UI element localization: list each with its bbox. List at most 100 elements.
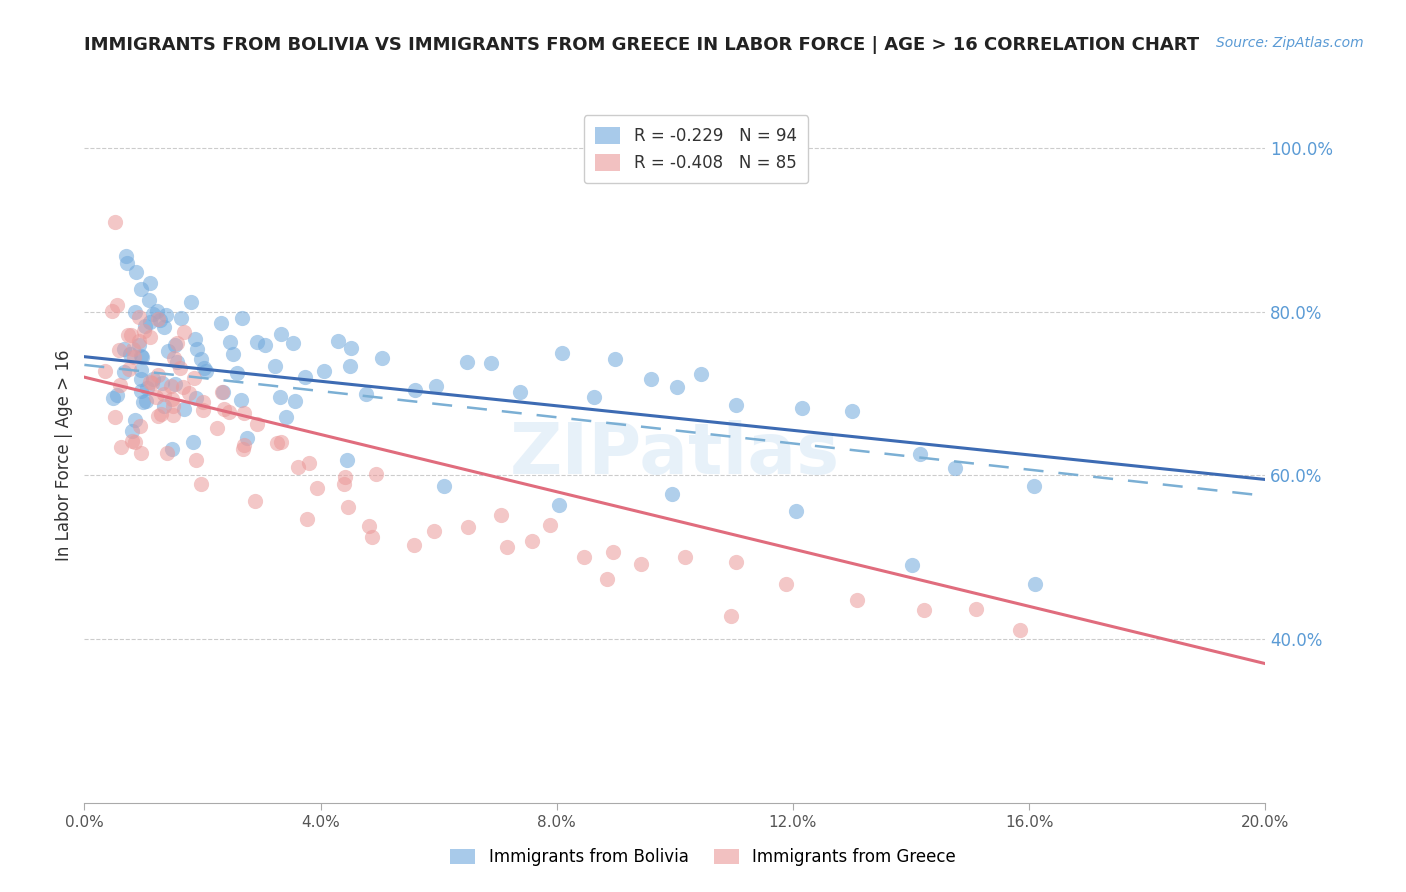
Point [184,391,207,405]
Point [229,393,252,408]
Point [209,316,232,330]
Point [219,334,242,349]
Point [218,405,240,419]
Point [232,442,254,456]
Point [94,364,117,378]
Point [191,403,214,417]
Point [169,360,191,375]
Point [425,379,447,393]
Point [160,442,183,456]
Point [370,351,392,365]
Point [522,534,544,549]
Point [101,303,124,318]
Point [270,326,292,341]
Point [354,386,377,401]
Point [211,385,233,400]
Point [179,385,201,400]
Point [725,398,748,412]
Point [153,387,176,401]
Text: IMMIGRANTS FROM BOLIVIA VS IMMIGRANTS FROM GREECE IN LABOR FORCE | AGE > 16 CORR: IMMIGRANTS FROM BOLIVIA VS IMMIGRANTS FR… [84,36,1199,54]
Point [131,282,153,296]
Point [139,315,162,329]
Point [640,372,662,386]
Point [153,320,176,334]
Point [266,436,288,450]
Point [509,384,531,399]
Point [115,249,138,263]
Point [574,550,596,565]
Point [129,372,152,386]
Point [142,307,165,321]
Point [128,338,150,352]
Point [404,383,426,397]
Point [101,391,124,405]
Point [489,508,512,522]
Point [212,385,235,400]
Point [141,376,163,391]
Point [246,334,269,349]
Point [193,395,215,409]
Point [149,313,172,327]
Point [110,378,132,392]
Point [135,381,157,395]
Point [673,550,696,565]
Point [284,393,307,408]
Point [170,310,193,325]
Point [181,435,204,450]
Point [270,435,292,450]
Point [246,417,269,432]
Point [583,390,606,404]
Point [785,504,807,518]
Point [120,346,142,360]
Point [235,431,257,445]
Point [173,401,195,416]
Point [328,334,350,348]
Point [105,298,128,312]
Point [131,350,153,364]
Point [423,524,446,539]
Point [538,518,561,533]
Point [456,355,478,369]
Point [150,376,173,391]
Point [550,345,572,359]
Point [605,352,627,367]
Point [790,401,813,415]
Point [287,460,309,475]
Point [297,512,319,526]
Point [294,370,316,384]
Point [124,304,146,318]
Point [129,363,152,377]
Point [305,481,328,495]
Point [118,362,141,376]
Point [165,338,187,352]
Point [138,293,160,307]
Point [212,401,235,416]
Point [661,487,683,501]
Point [263,359,285,373]
Point [775,576,797,591]
Point [912,603,935,617]
Point [146,368,169,383]
Point [142,372,165,386]
Point [104,215,127,229]
Legend: R = -0.229   N = 94, R = -0.408   N = 85: R = -0.229 N = 94, R = -0.408 N = 85 [583,115,808,184]
Point [841,404,863,418]
Point [340,342,363,356]
Y-axis label: In Labor Force | Age > 16: In Labor Force | Age > 16 [55,349,73,561]
Point [132,324,155,338]
Text: ZIPatlas: ZIPatlas [510,420,839,490]
Point [112,343,135,357]
Point [172,380,194,394]
Point [231,311,253,326]
Point [361,530,384,544]
Point [233,438,256,452]
Point [162,409,184,423]
Point [166,335,188,350]
Point [630,558,652,572]
Point [195,364,218,378]
Point [1022,479,1045,493]
Point [139,330,162,344]
Point [333,470,356,484]
Point [150,407,173,421]
Point [233,406,256,420]
